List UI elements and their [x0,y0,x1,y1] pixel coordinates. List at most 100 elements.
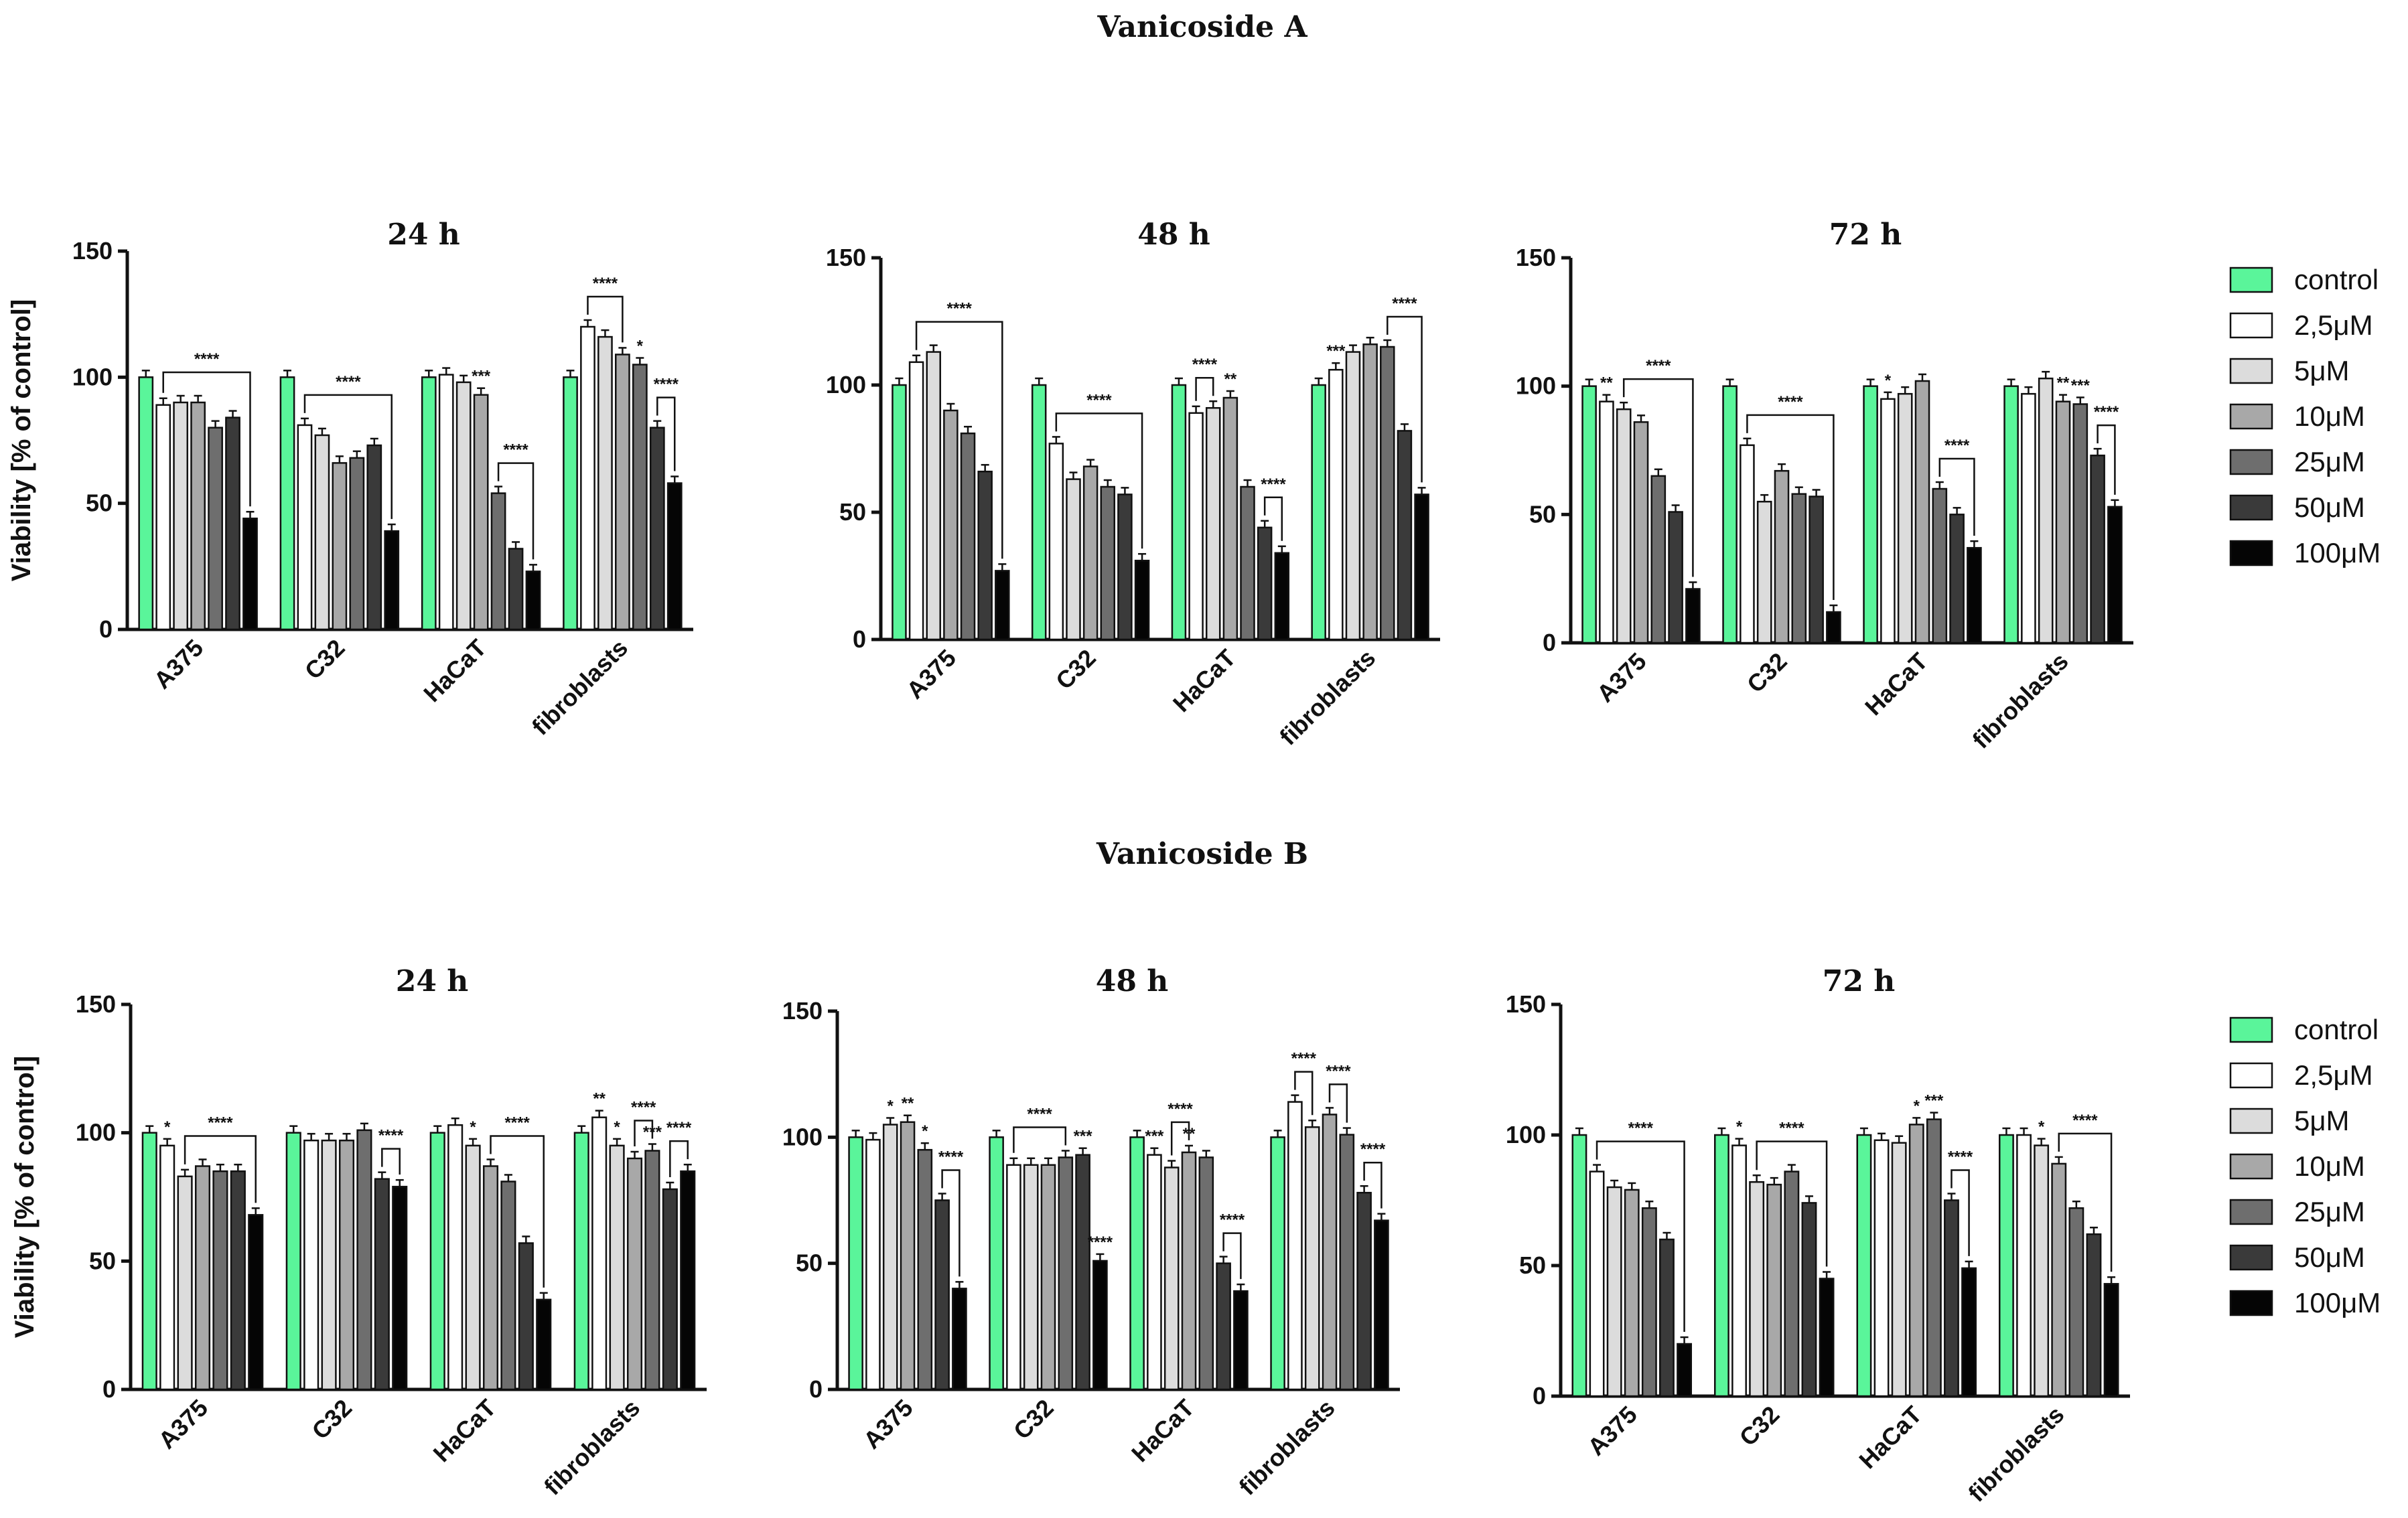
section-title-a: Vanicoside A [1096,10,1307,44]
bar [525,571,541,631]
bar [1222,396,1238,641]
bar [366,444,382,631]
bar [225,416,240,631]
significance-bracket [941,1169,961,1277]
significance-bracket [1013,1126,1067,1153]
bar [332,462,348,631]
category-label: A375 [153,1394,213,1454]
legend-label: 50μM [2294,491,2365,523]
significance-bracket [1951,1169,1970,1256]
significance-label: *** [472,368,491,386]
significance-bracket [1387,315,1423,483]
category-label: HaCaT [1853,1401,1927,1474]
bar [141,1132,157,1391]
bar [1040,1164,1056,1391]
bar [2072,403,2088,644]
y-tick-label: 50 [1519,1251,1546,1279]
y-tick-label: 50 [839,498,866,526]
significance-label: **** [666,1119,692,1137]
y-tick-label: 100 [826,371,866,398]
bar [848,1136,863,1391]
significance-label: **** [1360,1140,1386,1158]
bar [1163,1166,1180,1391]
bar [1731,1144,1747,1397]
bar [1171,384,1187,641]
bar [194,1165,211,1391]
bar [173,401,189,631]
bar [321,1139,337,1391]
bar [518,1242,534,1391]
bar [1571,1134,1587,1397]
y-tick-label: 50 [89,1247,116,1274]
significance-label: ** [1600,374,1613,392]
significance-label: * [1736,1118,1743,1136]
y-tick-label: 100 [1506,1121,1546,1148]
bar [1066,478,1081,641]
significance-bracket [303,394,393,520]
significance-bracket [1222,1232,1242,1280]
chart-title: 48 h [1096,964,1169,998]
bar [632,364,648,631]
bar [2086,1233,2102,1397]
chart-panel: 24 h Viability [% of control] 0 50 100 150 A37… [7,218,693,741]
y-tick-label: 50 [1529,500,1556,528]
chart-panels: 24 h Viability [% of control] 0 50 100 150 A37… [7,218,2133,1507]
bar [1397,430,1413,641]
y-tick-label: 150 [826,244,866,271]
chart-title: 72 h [1823,964,1896,998]
legend-label: 2,5μM [2294,309,2373,341]
significance-bracket [184,1135,257,1203]
bar [1414,494,1429,641]
category-label: C32 [299,634,350,685]
legend-swatch [2229,1062,2273,1089]
bar [1100,485,1116,641]
legend-swatch [2229,403,2273,430]
bar [995,570,1010,641]
legend-label: 5μM [2294,355,2350,386]
legend-swatch [2229,267,2273,293]
bar [356,1129,372,1391]
bar [177,1175,193,1391]
section-title-b: Vanicoside B [1096,837,1308,871]
legend-swatch [2229,1290,2273,1316]
y-axis-label: Viability [% of control] [10,1056,40,1339]
legend-swatch [2229,358,2273,384]
significance-bracket [669,1140,689,1177]
bar [138,376,154,631]
bar [1856,1134,1872,1397]
bar [609,1144,625,1391]
bar [615,354,630,631]
bar [917,1148,933,1391]
category-label: C32 [1008,1394,1059,1445]
bar [279,376,295,631]
bar [1801,1202,1817,1397]
bar [1205,406,1221,641]
bar [1633,421,1649,644]
significance-label: * [1914,1097,1920,1115]
significance-label: **** [1192,356,1218,374]
bar [908,361,924,641]
chart-title: 24 h [396,964,469,998]
bar [662,1188,678,1391]
legend-label: 5μM [2294,1105,2350,1136]
significance-label: *** [1924,1092,1944,1110]
significance-label: * [614,1118,620,1136]
bar [500,1181,516,1391]
bar [1117,494,1133,641]
legend-label: 100μM [2294,537,2381,568]
bar [1826,611,1841,644]
bar [1216,1262,1231,1391]
significance-label: * [470,1118,476,1136]
bar [1944,1199,1959,1397]
bar [2003,385,2019,644]
significance-label: **** [1779,1120,1804,1138]
bar [1998,1134,2014,1397]
bar [1961,1267,1977,1397]
significance-label: **** [1220,1211,1245,1229]
significance-label: **** [2094,403,2119,421]
category-label: C32 [1050,644,1101,695]
bar [392,1185,408,1391]
